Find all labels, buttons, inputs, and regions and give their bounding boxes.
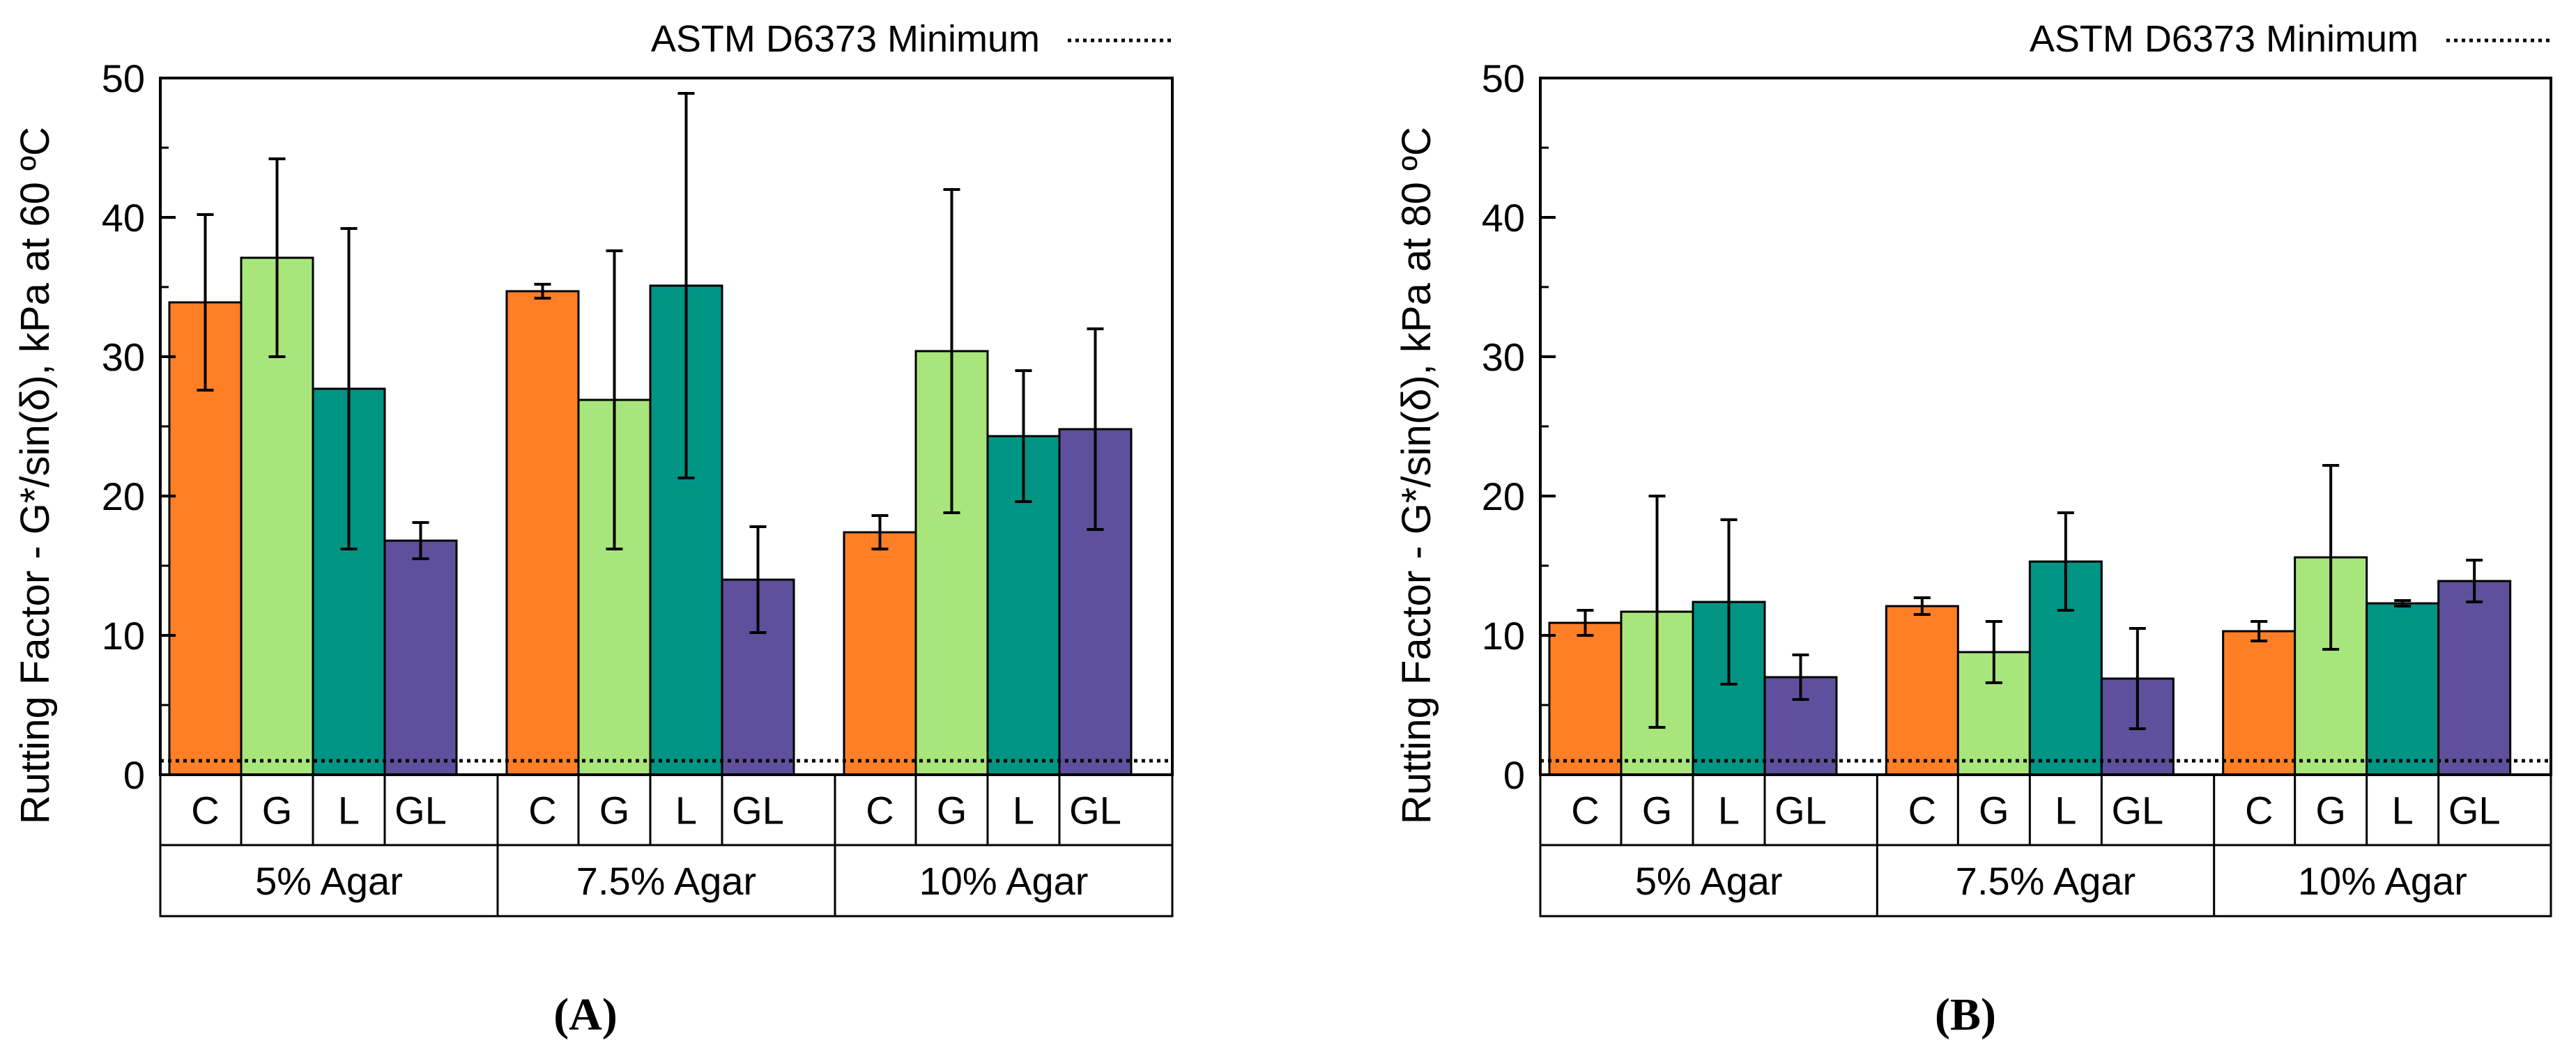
category-label-1-2-L: L [2392,789,2414,833]
category-label-0-1-C: C [528,789,556,833]
bar-1-2-L [2366,602,2440,776]
ytick-label-1-2: 20 [1482,474,1525,518]
ytick-label-1-3: 30 [1482,335,1525,379]
bar-1-0-C [1548,621,1623,776]
group-label-1-0: 5% Agar [1635,859,1783,903]
ytick-label-1-5: 50 [1482,56,1525,100]
category-label-0-1-G: G [599,789,630,833]
legend-label-0: ASTM D6373 Minimum [651,18,1040,60]
ytick-label-1-4: 40 [1482,196,1525,240]
bar-1-2-C [2222,630,2297,776]
category-label-1-0-C: C [1571,789,1599,833]
ytick-label-1-0: 0 [1503,753,1525,797]
category-label-0-0-L: L [338,789,360,833]
category-label-0-2-L: L [1013,789,1034,833]
category-label-1-2-GL: GL [2448,789,2501,833]
group-label-0-0: 5% Agar [255,859,403,903]
category-label-1-2-G: G [2315,789,2346,833]
y-axis-label-0: Rutting Factor - G*/sin(δ), kPa at 60 ºC [13,127,58,824]
group-label-0-1: 7.5% Agar [576,859,756,903]
ytick-label-1-1: 10 [1482,614,1525,658]
category-label-1-0-L: L [1718,789,1740,833]
category-label-1-0-GL: GL [1774,789,1827,833]
category-label-1-0-G: G [1642,789,1673,833]
bar-1-1-C [1885,605,1959,776]
ytick-label-0-0: 0 [123,753,145,797]
category-label-0-2-G: G [937,789,967,833]
category-label-0-2-C: C [866,789,894,833]
ytick-label-0-3: 30 [102,335,145,379]
ytick-label-0-5: 50 [102,56,145,100]
y-axis-label-1: Rutting Factor - G*/sin(δ), kPa at 80 ºC [1394,127,1439,824]
category-label-1-1-G: G [1979,789,2009,833]
category-label-0-0-GL: GL [394,789,447,833]
category-label-1-1-GL: GL [2111,789,2163,833]
category-label-0-0-G: G [262,789,293,833]
panel-label-0: (A) [553,989,618,1040]
category-label-0-1-L: L [675,789,697,833]
group-label-0-2: 10% Agar [919,859,1089,903]
legend-label-1: ASTM D6373 Minimum [2030,18,2418,60]
category-label-0-1-GL: GL [732,789,784,833]
category-label-1-1-L: L [2055,789,2076,833]
category-label-1-1-C: C [1908,789,1936,833]
category-label-1-2-C: C [2245,789,2273,833]
category-label-0-2-GL: GL [1069,789,1121,833]
panel-label-1: (B) [1935,989,1996,1040]
group-label-1-1: 7.5% Agar [1956,859,2136,903]
group-label-1-2: 10% Agar [2298,859,2467,903]
bar-1-2-GL [2437,580,2512,776]
bar-0-0-GL [383,539,458,776]
ytick-label-0-4: 40 [102,196,145,240]
ytick-label-0-1: 10 [102,614,145,658]
bar-0-1-C [505,290,580,776]
ytick-label-0-2: 20 [102,474,145,518]
bar-0-2-C [843,531,917,776]
category-label-0-0-C: C [191,789,219,833]
